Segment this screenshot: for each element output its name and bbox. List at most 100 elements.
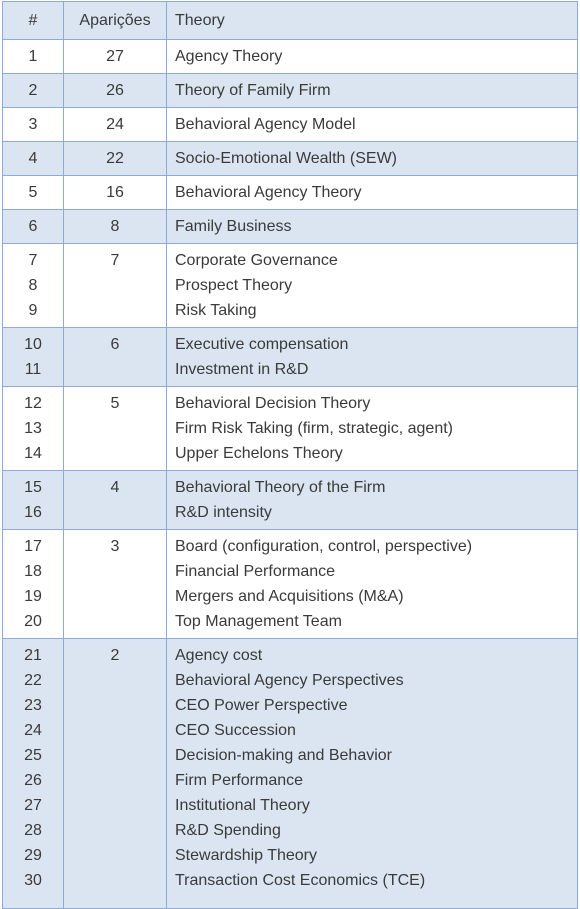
row-number: 21 (24, 647, 42, 664)
row-number: 30 (24, 872, 42, 889)
theory-name: Corporate Governance (175, 252, 338, 269)
theory-name: Stewardship Theory (175, 847, 317, 864)
theory-name: Institutional Theory (175, 797, 310, 814)
theory-name: Firm Performance (175, 772, 304, 789)
row-number: 26 (24, 772, 42, 789)
number-cell: 4 (2, 141, 64, 176)
row-number: 20 (24, 613, 42, 630)
theory-name: Upper Echelons Theory (175, 445, 343, 462)
header-cell: # (2, 1, 64, 40)
row-number: 18 (24, 563, 42, 580)
theory-name: Family Business (175, 218, 292, 235)
number-cell: 7 8 9 (2, 243, 64, 328)
number-cell: 6 (2, 209, 64, 244)
table-body: 1 27 Agency Theory 2 26 Theory of Family Firm… (2, 39, 578, 909)
header-cell: Theory (166, 1, 578, 40)
row-number: 9 (28, 302, 38, 319)
count-cell: 8 (63, 209, 167, 244)
theory-name: Socio-Emotional Wealth (SEW) (175, 150, 397, 167)
row-number: 10 (24, 336, 42, 353)
count-cell: 24 (63, 107, 167, 142)
theory-name: Theory of Family Firm (175, 82, 331, 99)
count-cell: 3 (63, 529, 167, 639)
number-cell: 10 11 (2, 327, 64, 387)
count-cell: 4 (63, 470, 167, 530)
theory-cell: Board (configuration, control, perspecti… (166, 529, 578, 639)
group-row: 4 22 Socio-Emotional Wealth (SEW) (2, 141, 578, 176)
row-number: 6 (28, 218, 38, 235)
count-cell: 2 (63, 638, 167, 909)
row-number: 29 (24, 847, 42, 864)
theory-name: Prospect Theory (175, 277, 293, 294)
number-cell: 2 (2, 73, 64, 108)
row-number: 27 (24, 797, 42, 814)
group-row: 5 16 Behavioral Agency Theory (2, 175, 578, 210)
count-cell: 5 (63, 386, 167, 471)
theory-name: Board (configuration, control, perspecti… (175, 538, 473, 555)
group-row: 6 8 Family Business (2, 209, 578, 244)
count-cell: 26 (63, 73, 167, 108)
theory-cell: Family Business (166, 209, 578, 244)
row-number: 25 (24, 747, 42, 764)
row-number: 22 (24, 672, 42, 689)
count-cell: 7 (63, 243, 167, 328)
theory-name: Behavioral Decision Theory (175, 395, 371, 412)
count-cell: 16 (63, 175, 167, 210)
row-number: 5 (28, 184, 38, 201)
row-number: 3 (28, 116, 38, 133)
theory-name: Financial Performance (175, 563, 336, 580)
row-number: 11 (24, 361, 42, 378)
theory-name: R&D intensity (175, 504, 272, 521)
theory-cell: Behavioral Theory of the Firm R&D intensi… (166, 470, 578, 530)
theory-name: Top Management Team (175, 613, 342, 630)
theory-cell: Theory of Family Firm (166, 73, 578, 108)
group-row: 1 27 Agency Theory (2, 39, 578, 74)
theory-name: Agency Theory (175, 48, 283, 65)
theory-name: Behavioral Theory of the Firm (175, 479, 386, 496)
row-number: 8 (28, 277, 38, 294)
theory-name: Behavioral Agency Perspectives (175, 672, 404, 689)
count-cell: 6 (63, 327, 167, 387)
number-cell: 21 22 23 24 25 26 27 28 29 30 (2, 638, 64, 909)
number-cell: 1 (2, 39, 64, 74)
row-number: 24 (24, 722, 42, 739)
theory-name: Decision-making and Behavior (175, 747, 392, 764)
theory-name: Behavioral Agency Theory (175, 184, 362, 201)
theory-cell: Agency cost Behavioral Agency Perspective… (166, 638, 578, 909)
theory-name: Behavioral Agency Model (175, 116, 356, 133)
theory-cell: Executive compensation Investment in R&D (166, 327, 578, 387)
theory-name: Executive compensation (175, 336, 349, 353)
theory-name: R&D Spending (175, 822, 281, 839)
theory-name: Mergers and Acquisitions (M&A) (175, 588, 404, 605)
theory-cell: Behavioral Decision Theory Firm Risk Taki… (166, 386, 578, 471)
row-number: 15 (24, 479, 42, 496)
number-cell: 17 18 19 20 (2, 529, 64, 639)
group-row: 17 18 19 20 3 Board (configuration, control, … (2, 529, 578, 639)
group-row: 21 22 23 24 25 26 27 28 29 30 2 Agency cost Behavior… (2, 638, 578, 909)
row-number: 7 (28, 252, 38, 269)
table-header: # Aparições Theory (2, 1, 578, 40)
theory-name: CEO Succession (175, 722, 296, 739)
group-row: 10 11 6 Executive compensation Investment in… (2, 327, 578, 387)
theory-name: Agency cost (175, 647, 263, 664)
theory-cell: Socio-Emotional Wealth (SEW) (166, 141, 578, 176)
theory-cell: Corporate Governance Prospect Theory Risk … (166, 243, 578, 328)
theory-cell: Behavioral Agency Theory (166, 175, 578, 210)
group-row: 2 26 Theory of Family Firm (2, 73, 578, 108)
group-row: 7 8 9 7 Corporate Governance Prospect Theory R… (2, 243, 578, 328)
group-row: 3 24 Behavioral Agency Model (2, 107, 578, 142)
theory-cell: Agency Theory (166, 39, 578, 74)
theory-name: Transaction Cost Economics (TCE) (175, 872, 426, 889)
number-cell: 5 (2, 175, 64, 210)
theory-name: Risk Taking (175, 302, 257, 319)
number-cell: 15 16 (2, 470, 64, 530)
row-number: 14 (24, 445, 42, 462)
row-number: 12 (24, 395, 42, 412)
count-cell: 27 (63, 39, 167, 74)
row-number: 13 (24, 420, 42, 437)
theory-name: Firm Risk Taking (firm, strategic, agent… (175, 420, 453, 437)
theory-cell: Behavioral Agency Model (166, 107, 578, 142)
number-cell: 12 13 14 (2, 386, 64, 471)
count-cell: 22 (63, 141, 167, 176)
